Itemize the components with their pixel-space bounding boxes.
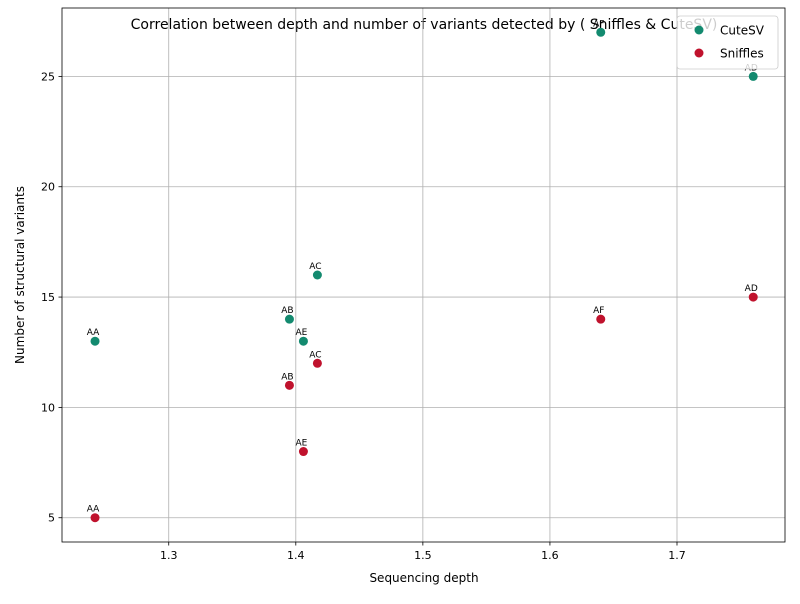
x-tick-label: 1.6 xyxy=(541,549,559,562)
x-tick-label: 1.3 xyxy=(160,549,178,562)
point-label: AD xyxy=(745,284,758,294)
data-point-sniffles xyxy=(312,358,322,368)
legend: CuteSV Sniffles xyxy=(676,15,779,70)
data-point-sniffles xyxy=(298,447,308,457)
data-point-cutesv xyxy=(596,27,606,37)
legend-label-cutesv: CuteSV xyxy=(720,24,765,38)
chart-title: Correlation between depth and number of … xyxy=(131,17,718,33)
data-point-cutesv xyxy=(748,71,758,81)
data-point-cutesv xyxy=(312,270,322,280)
point-label: AA xyxy=(87,505,100,515)
point-label: AE xyxy=(296,439,308,449)
data-point-sniffles xyxy=(90,513,100,523)
data-points: AAABACADAEAFAAABACADAEAF xyxy=(87,19,758,523)
x-axis-label: Sequencing depth xyxy=(369,571,478,585)
data-point-sniffles xyxy=(284,380,294,390)
grid xyxy=(62,8,785,542)
data-point-cutesv xyxy=(90,336,100,346)
point-label: AC xyxy=(309,350,321,360)
point-label: AB xyxy=(281,306,293,316)
y-tick-label: 5 xyxy=(48,512,55,525)
point-label: AC xyxy=(309,262,321,272)
x-tick-label: 1.7 xyxy=(668,549,686,562)
y-tick-label: 15 xyxy=(41,291,55,304)
point-label: AE xyxy=(296,328,308,338)
point-label: AB xyxy=(281,372,293,382)
x-tick-label: 1.5 xyxy=(414,549,432,562)
point-label: AF xyxy=(593,306,604,316)
legend-marker-sniffles xyxy=(694,48,704,58)
point-label: AF xyxy=(593,19,604,29)
x-tick-label: 1.4 xyxy=(287,549,305,562)
y-tick-label: 25 xyxy=(41,70,55,83)
data-point-cutesv xyxy=(298,336,308,346)
y-axis-label: Number of structural variants xyxy=(13,186,27,364)
point-label: AA xyxy=(87,328,100,338)
y-tick-label: 20 xyxy=(41,181,55,194)
plot-frame xyxy=(61,7,786,543)
legend-label-sniffles: Sniffles xyxy=(720,47,764,61)
data-point-sniffles xyxy=(748,292,758,302)
axis-ticks: 1.3 1.4 1.5 1.6 1.7 5 10 15 20 25 xyxy=(41,70,686,562)
data-point-sniffles xyxy=(596,314,606,324)
data-point-cutesv xyxy=(284,314,294,324)
legend-marker-cutesv xyxy=(694,25,704,35)
y-tick-label: 10 xyxy=(41,401,55,414)
